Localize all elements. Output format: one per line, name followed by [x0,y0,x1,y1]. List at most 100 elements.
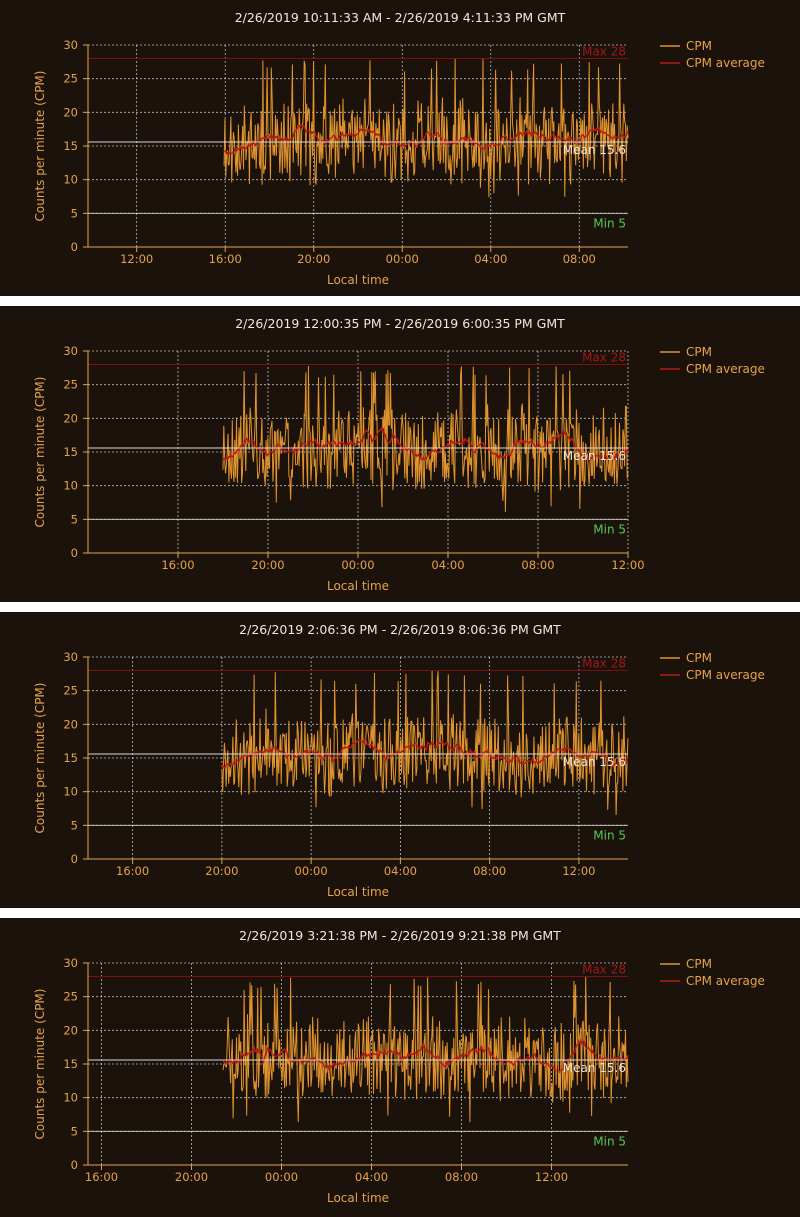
legend-cpm-label: CPM [686,957,712,971]
y-tick-label: 10 [63,479,78,493]
grid [88,656,628,859]
min-label: Min 5 [593,1134,626,1148]
y-tick-label: 10 [63,785,78,799]
y-tick-label: 20 [63,1023,78,1037]
legend-cpm-label: CPM [686,345,712,359]
cpm-average-line [222,1037,629,1073]
y-tick-label: 25 [63,378,78,392]
y-tick-label: 30 [63,650,78,664]
legend-average-label: CPM average [686,56,765,70]
x-tick-label: 20:00 [297,252,330,266]
y-tick-label: 5 [71,1124,78,1138]
x-tick-label: 04:00 [384,864,417,878]
cpm-average-line [223,124,629,156]
grid [88,44,628,247]
y-tick-label: 0 [71,240,78,254]
y-tick-label: 25 [63,684,78,698]
y-tick-label: 25 [63,990,78,1004]
y-tick-label: 5 [71,512,78,526]
x-tick-label: 16:00 [209,252,242,266]
x-tick-label: 08:00 [445,1170,478,1184]
x-tick-label: 20:00 [175,1170,208,1184]
y-tick-label: 25 [63,72,78,86]
x-axis-title: Local time [327,885,389,899]
legend-average-label: CPM average [686,668,765,682]
max-label: Max 28 [582,656,626,670]
chart-panel-2: 2/26/2019 12:00:35 PM - 2/26/2019 6:00:3… [0,306,800,602]
legend: CPM CPM average [660,345,765,376]
x-axis-title: Local time [327,1191,389,1205]
y-tick-label: 15 [63,139,78,153]
x-tick-label: 20:00 [251,558,284,572]
y-tick-label: 20 [63,717,78,731]
legend-average-label: CPM average [686,974,765,988]
chart-panel-1: 2/26/2019 10:11:33 AM - 2/26/2019 4:11:3… [0,0,800,296]
chart-title: 2/26/2019 2:06:36 PM - 2/26/2019 8:06:36… [239,622,561,637]
y-axis-title: Counts per minute (CPM) [33,683,47,834]
y-tick-label: 5 [71,206,78,220]
y-axis-title: Counts per minute (CPM) [33,377,47,528]
axes: 0 5 10 15 20 25 30 16:00 20:00 00:00 04:00 08:00 12:… [63,344,644,572]
y-tick-label: 15 [63,445,78,459]
y-tick-label: 5 [71,818,78,832]
axes: 0 5 10 15 20 25 30 16:00 20:00 00:00 04:00 08:00 12:… [63,650,628,878]
x-tick-label: 12:00 [611,558,644,572]
chart-panel-3: 2/26/2019 2:06:36 PM - 2/26/2019 8:06:36… [0,612,800,908]
max-label: Max 28 [582,44,626,58]
min-label: Min 5 [593,828,626,842]
cpm-chart-4: 2/26/2019 3:21:38 PM - 2/26/2019 9:21:38… [33,928,765,1205]
x-tick-label: 04:00 [474,252,507,266]
y-axis-title: Counts per minute (CPM) [33,71,47,222]
y-tick-label: 15 [63,751,78,765]
x-axis-title: Local time [327,579,389,593]
max-label: Max 28 [582,962,626,976]
x-tick-label: 00:00 [386,252,419,266]
x-tick-label: 16:00 [161,558,194,572]
min-label: Min 5 [593,216,626,230]
legend-cpm-label: CPM [686,651,712,665]
x-tick-label: 16:00 [116,864,149,878]
y-tick-label: 0 [71,546,78,560]
legend: CPM CPM average [660,651,765,682]
axes: 0 5 10 15 20 25 30 16:00 20:00 00:00 04:00 08:00 12:… [63,956,628,1184]
y-tick-label: 10 [63,173,78,187]
grid [88,350,629,553]
cpm-series-line [222,976,629,1123]
x-axis-title: Local time [327,273,389,287]
y-tick-label: 20 [63,105,78,119]
y-tick-label: 0 [71,852,78,866]
y-tick-label: 10 [63,1091,78,1105]
x-tick-label: 08:00 [473,864,506,878]
mean-label: Mean 15.6 [563,1061,626,1075]
y-tick-label: 20 [63,411,78,425]
y-tick-label: 15 [63,1057,78,1071]
max-label: Max 28 [582,350,626,364]
y-tick-label: 0 [71,1158,78,1172]
x-tick-label: 12:00 [120,252,153,266]
chart-panel-4: 2/26/2019 3:21:38 PM - 2/26/2019 9:21:38… [0,918,800,1217]
x-tick-label: 16:00 [85,1170,118,1184]
mean-label: Mean 15.6 [563,449,626,463]
x-tick-label: 12:00 [562,864,595,878]
y-tick-label: 30 [63,956,78,970]
axes: 0 5 10 15 20 25 30 12:00 16:00 20:00 00:00 04:00 08:… [63,38,628,266]
x-tick-label: 04:00 [431,558,464,572]
x-tick-label: 00:00 [295,864,328,878]
legend: CPM CPM average [660,957,765,988]
min-label: Min 5 [593,522,626,536]
legend-average-label: CPM average [686,362,765,376]
cpm-chart-3: 2/26/2019 2:06:36 PM - 2/26/2019 8:06:36… [33,622,765,899]
x-tick-label: 00:00 [341,558,374,572]
cpm-chart-1: 2/26/2019 10:11:33 AM - 2/26/2019 4:11:3… [33,10,765,287]
mean-label: Mean 15.6 [563,755,626,769]
mean-label: Mean 15.6 [563,143,626,157]
cpm-series-line [223,58,629,198]
chart-title: 2/26/2019 12:00:35 PM - 2/26/2019 6:00:3… [235,316,565,331]
x-tick-label: 00:00 [265,1170,298,1184]
cpm-average-line [222,427,629,462]
cpm-series-line [222,365,629,513]
y-axis-title: Counts per minute (CPM) [33,989,47,1140]
legend-cpm-label: CPM [686,39,712,53]
cpm-chart-2: 2/26/2019 12:00:35 PM - 2/26/2019 6:00:3… [33,316,765,593]
cpm-series-line [221,670,629,816]
